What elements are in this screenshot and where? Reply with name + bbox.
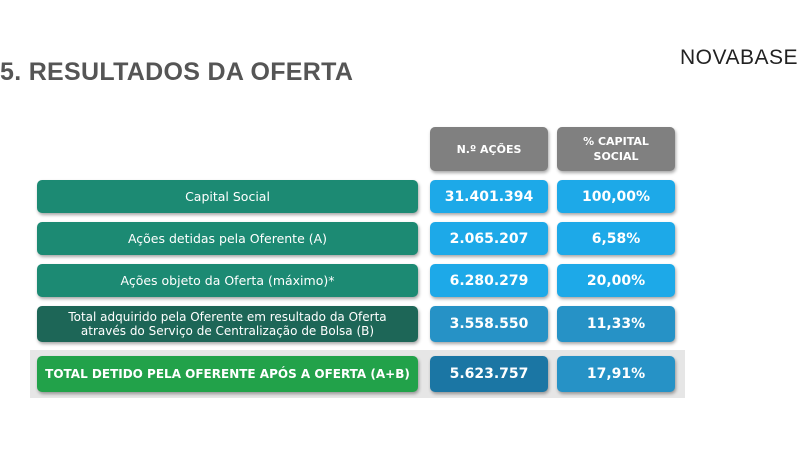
page-title: 5. RESULTADOS DA OFERTA [0,58,354,86]
row-label-acoes-objeto: Ações objeto da Oferta (máximo)* [37,264,418,297]
column-header-capital: % CAPITAL SOCIAL [557,127,675,171]
row-label-acoes-detidas: Ações detidas pela Oferente (A) [37,222,418,255]
row-value-acoes-detidas: 2.065.207 [430,222,548,255]
novabase-logo: NOVABASE [680,46,798,69]
row-value-acoes-adquirido: 3.558.550 [430,306,548,342]
row-label-total-detido: TOTAL DETIDO PELA OFERENTE APÓS A OFERTA… [37,356,418,392]
row-value-percent-adquirido: 11,33% [557,306,675,342]
row-value-acoes-capital-social: 31.401.394 [430,180,548,213]
row-value-percent-detidas: 6,58% [557,222,675,255]
row-label-capital-social: Capital Social [37,180,418,213]
row-value-acoes-total: 5.623.757 [430,356,548,392]
row-value-percent-capital-social: 100,00% [557,180,675,213]
row-value-acoes-objeto: 6.280.279 [430,264,548,297]
row-value-percent-total: 17,91% [557,356,675,392]
row-label-total-adquirido: Total adquirido pela Oferente em resulta… [37,306,418,342]
row-value-percent-objeto: 20,00% [557,264,675,297]
column-header-acoes: N.º AÇÕES [430,127,548,171]
